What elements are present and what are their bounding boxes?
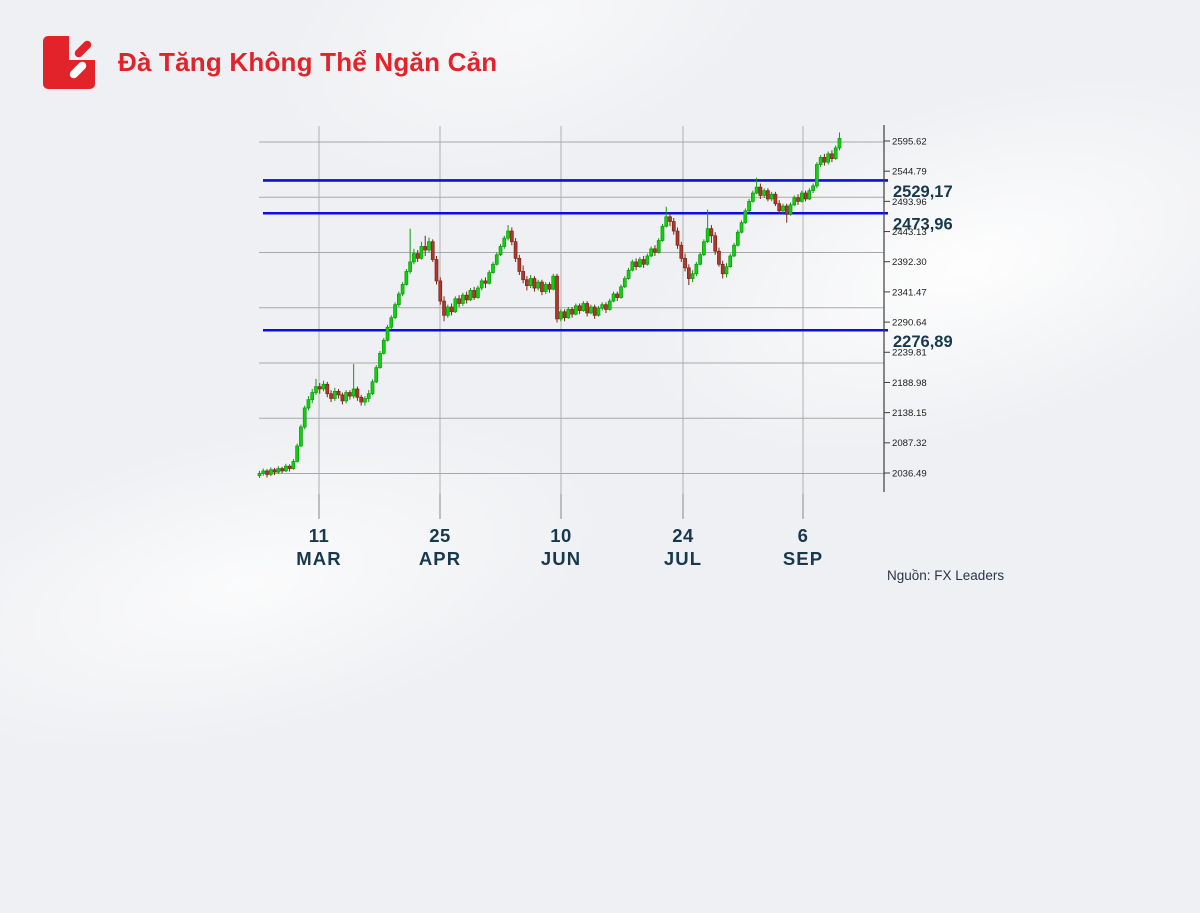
y-axis: 2595.62 2544.79 2493.96 2443.13 2392.30 2341.…: [883, 125, 927, 492]
page-title: Đà Tăng Không Thể Ngăn Cản: [118, 47, 498, 77]
brand-logo-icon: [43, 36, 95, 89]
y-tick-label: 2443.13: [892, 227, 927, 238]
y-tick-label: 2595.62: [892, 136, 927, 147]
y-tick-label: 2239.81: [892, 348, 927, 359]
x-tick-month-label: APR: [419, 548, 461, 569]
level-label: 2473,96: [893, 216, 953, 234]
x-tick-day-label: 6: [798, 525, 809, 546]
x-tick-month-label: JUN: [541, 548, 581, 569]
grid-lines: [259, 126, 884, 518]
y-tick-label: 2493.96: [892, 197, 927, 208]
x-tick-month-label: SEP: [783, 548, 823, 569]
level-label: 2276,89: [893, 333, 953, 351]
x-tick-month-label: JUL: [664, 548, 702, 569]
x-tick-month-label: MAR: [296, 548, 341, 569]
y-tick-label: 2036.49: [892, 468, 927, 479]
header: Đà Tăng Không Thể Ngăn Cản: [43, 36, 497, 89]
y-tick-label: 2138.15: [892, 408, 927, 419]
x-tick-day-label: 10: [550, 525, 572, 546]
gold-candlestick-chart: 2529,17 2473,96 2276,89 2595.62 2544.79 2493.…: [257, 125, 953, 569]
y-tick-label: 2087.32: [892, 438, 927, 449]
x-tick-day-label: 24: [672, 525, 694, 546]
logo-slash-white-icon: [68, 60, 88, 80]
y-tick-label: 2341.47: [892, 287, 927, 298]
source-attribution: Nguồn: FX Leaders: [887, 568, 1005, 583]
candlestick-series: [257, 132, 842, 479]
y-tick-label: 2392.30: [892, 257, 927, 268]
y-tick-label: 2544.79: [892, 167, 927, 178]
x-tick-day-label: 11: [309, 525, 330, 546]
level-label: 2529,17: [893, 183, 953, 201]
y-tick-label: 2290.64: [892, 317, 927, 328]
x-tick-day-label: 25: [429, 525, 451, 546]
support-resistance-lines: 2529,17 2473,96 2276,89: [263, 179, 953, 351]
y-tick-label: 2188.98: [892, 378, 927, 389]
